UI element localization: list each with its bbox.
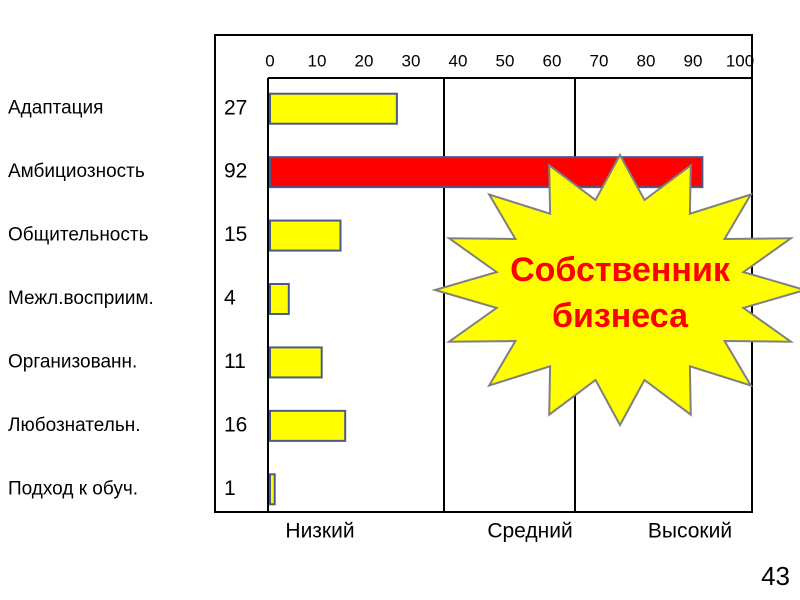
annotation: Собственник: [510, 251, 731, 289]
value-label: 11: [224, 350, 246, 373]
bar: [269, 219, 342, 252]
page-number: 43: [761, 561, 790, 591]
annotation: бизнеса: [552, 297, 689, 335]
zone-label: Высокий: [648, 520, 732, 543]
bar: [269, 409, 347, 442]
bar: [269, 346, 323, 379]
zone-label: Средний: [487, 520, 572, 543]
x-tick-label: 10: [308, 51, 327, 70]
category-label: Подход к обуч.: [8, 478, 138, 499]
x-tick-label: 100: [726, 51, 754, 70]
x-tick-label: 30: [402, 51, 421, 70]
category-label: Общительность: [8, 225, 149, 246]
value-label: 1: [224, 477, 236, 500]
x-tick-label: 60: [543, 51, 562, 70]
chart-frame: [214, 34, 753, 513]
x-tick-label: 50: [496, 51, 515, 70]
value-label: 15: [224, 223, 247, 246]
x-tick-label: 20: [355, 51, 374, 70]
x-tick-label: 80: [637, 51, 656, 70]
value-label: 27: [224, 96, 247, 119]
bar: [269, 473, 276, 506]
starburst: [431, 152, 800, 428]
x-tick-label: 0: [265, 51, 274, 70]
value-label: 4: [224, 287, 236, 310]
x-tick-label: 40: [449, 51, 468, 70]
bar: [269, 156, 704, 189]
x-tick-label: 70: [590, 51, 609, 70]
category-label: Адаптация: [8, 98, 103, 119]
value-label: 92: [224, 160, 247, 183]
category-label: Любознательн.: [8, 415, 141, 436]
value-label: 16: [224, 413, 247, 436]
category-label: Амбициозность: [8, 161, 145, 182]
category-label: Межл.восприим.: [8, 288, 154, 309]
bar: [269, 92, 398, 125]
category-label: Организованн.: [8, 351, 137, 372]
bar: [269, 283, 290, 315]
zone-label: Низкий: [285, 520, 354, 543]
x-tick-label: 90: [684, 51, 703, 70]
